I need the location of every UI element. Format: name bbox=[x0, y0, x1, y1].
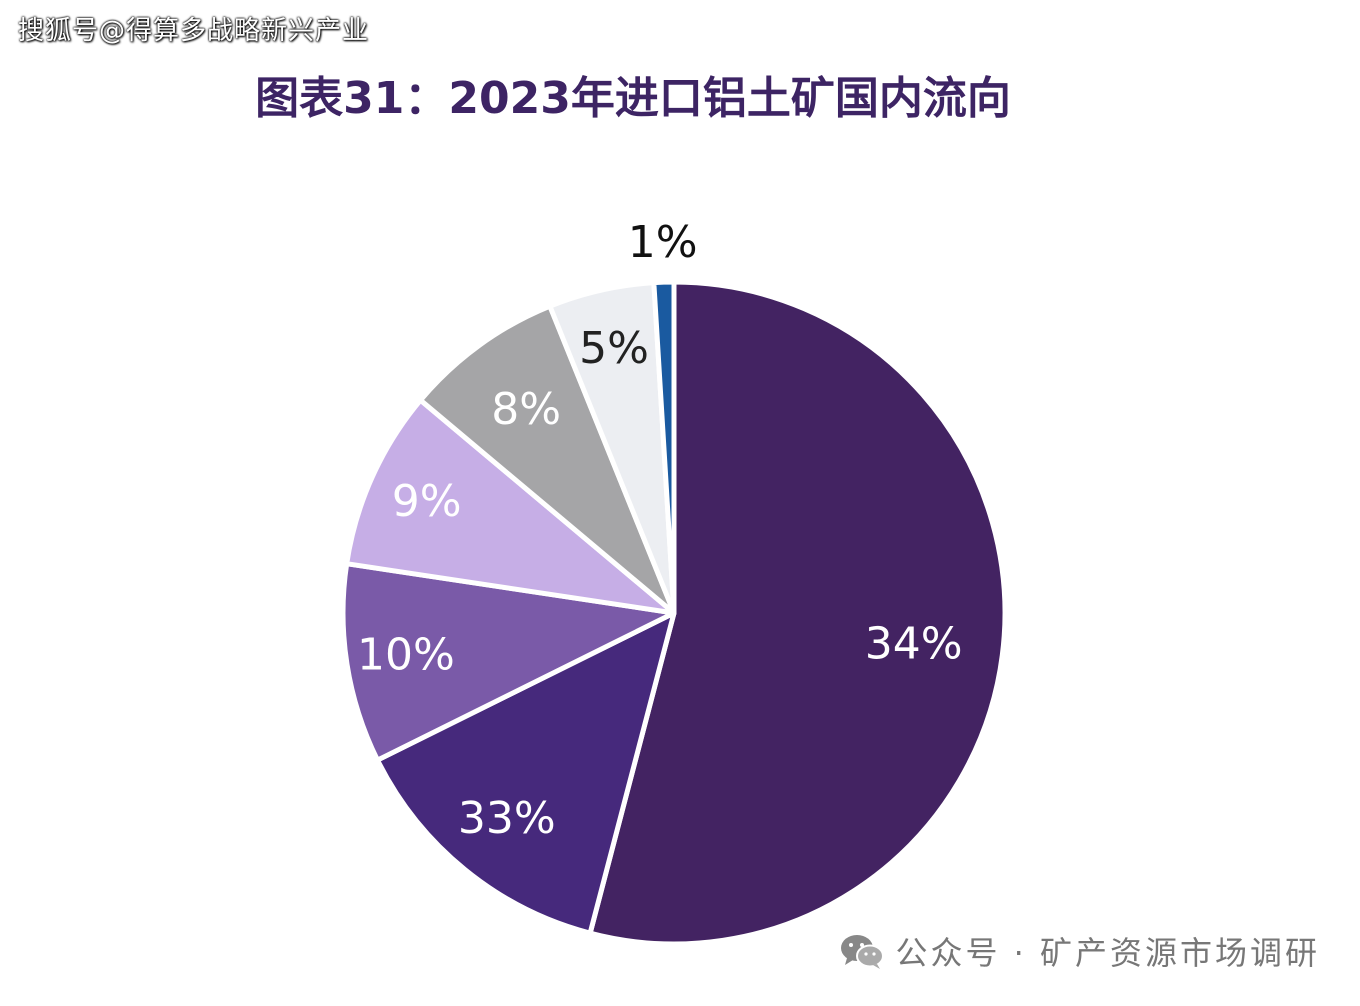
pie-label-10pct: 10% bbox=[357, 630, 455, 681]
watermark-top: 搜狐号@得算多战略新兴产业 bbox=[18, 16, 370, 46]
pie-label-5pct: 5% bbox=[579, 323, 649, 374]
pie-slice-9pct bbox=[344, 397, 677, 616]
pie-label-8pct: 8% bbox=[491, 384, 561, 435]
pie-slice-1pct bbox=[651, 279, 677, 616]
pie-label-1pct: 1% bbox=[628, 217, 698, 268]
pie-label-33pct: 33% bbox=[458, 793, 556, 844]
wechat-icon bbox=[841, 935, 885, 969]
pie-slice-8pct bbox=[418, 303, 677, 616]
watermark-bottom-text: 公众号 · 矿产资源市场调研 bbox=[895, 934, 1320, 972]
pie-label-9pct: 9% bbox=[392, 476, 462, 527]
pie-slice-34pct bbox=[587, 279, 1008, 947]
chart-title: 图表31：2023年进口铝土矿国内流向 bbox=[0, 62, 1360, 126]
pie-label-34pct: 34% bbox=[865, 618, 963, 669]
chart-title-text: 图表31：2023年进口铝土矿国内流向 bbox=[255, 73, 1011, 124]
pie-slice-33pct bbox=[374, 610, 677, 936]
pie-slice-10pct bbox=[340, 561, 677, 763]
watermark-bottom: 公众号 · 矿产资源市场调研 bbox=[839, 928, 1320, 974]
